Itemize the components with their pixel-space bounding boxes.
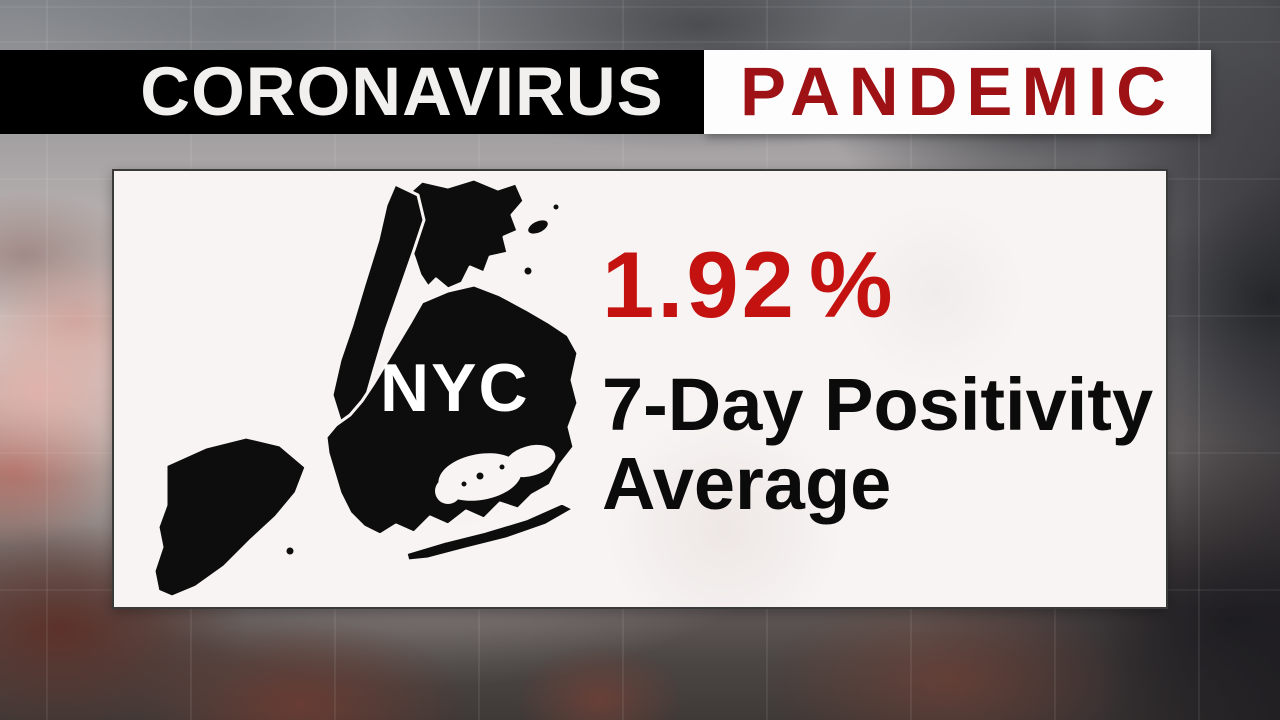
rockaway-shape — [404, 501, 576, 563]
stat-label-line1: 7-Day Positivity — [602, 363, 1154, 446]
bronx-islet-2 — [521, 264, 535, 278]
banner-coronavirus-segment: CORONAVIRUS — [0, 50, 704, 134]
stat-value-unit: % — [808, 232, 896, 337]
stat-value: 1.92% — [602, 238, 1153, 332]
banner-pandemic-text: PANDEMIC — [740, 53, 1175, 130]
banner-coronavirus-text: CORONAVIRUS — [140, 53, 664, 130]
staten-island-shape — [152, 435, 308, 599]
jamaica-bay-water-3 — [435, 478, 461, 504]
nyc-boroughs-map: NYC — [152, 177, 580, 599]
bay-island-2 — [496, 461, 508, 473]
stat-card: NYC 1.92% 7-Day Positivity Average — [112, 169, 1168, 609]
bay-island-1 — [473, 469, 487, 483]
small-islet — [283, 544, 297, 558]
stat-value-number: 1.92 — [602, 232, 797, 337]
nyc-map-label: NYC — [380, 350, 530, 426]
bronx-islet-1 — [550, 201, 562, 213]
jamaica-bay-water-2 — [504, 444, 556, 478]
bay-island-3 — [458, 478, 470, 490]
banner-pandemic-segment: PANDEMIC — [704, 50, 1211, 134]
stat-block: 1.92% 7-Day Positivity Average — [602, 238, 1153, 524]
headline-banner: CORONAVIRUS PANDEMIC — [0, 50, 1280, 134]
bronx-island — [525, 217, 551, 237]
stat-label: 7-Day Positivity Average — [602, 365, 1153, 523]
bronx-shape — [394, 177, 526, 291]
stat-label-line2: Average — [602, 442, 892, 525]
